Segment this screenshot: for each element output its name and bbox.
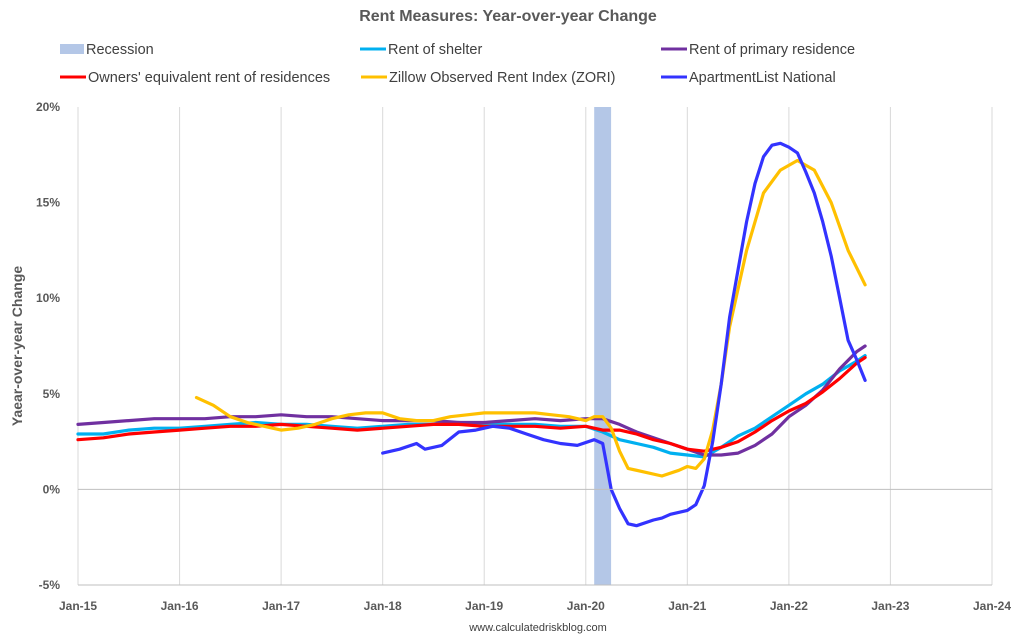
series-line-owners-equivalent-rent-of-residences — [76, 355, 867, 453]
y-tick-label-0-pct: 0% — [43, 482, 61, 496]
x-tick-label-jan-15: Jan-15 — [59, 599, 97, 613]
x-tick-label-jan-17: Jan-17 — [262, 599, 300, 613]
series-layer — [76, 141, 867, 528]
source-footer: www.calculatedriskblog.com — [468, 622, 607, 634]
recession-band — [594, 107, 612, 585]
y-axis-label: Yaear-over-year Change — [9, 266, 25, 427]
legend-label-zillow-zori: Zillow Observed Rent Index (ZORI) — [389, 70, 615, 86]
y-tick-label-15-pct: 15% — [36, 196, 60, 210]
legend-label-owners-equivalent-rent: Owners' equivalent rent of residences — [88, 70, 330, 86]
chart-title: Rent Measures: Year-over-year Change — [359, 8, 657, 25]
x-tick-label-jan-21: Jan-21 — [668, 599, 706, 613]
x-tick-label-jan-20: Jan-20 — [567, 599, 605, 613]
y-tick-label-10-pct: 10% — [36, 291, 60, 305]
x-tick-label-jan-16: Jan-16 — [161, 599, 199, 613]
series-line-apartmentlist-national — [381, 141, 867, 528]
series-line-zillow-observed-rent-index-zori — [194, 158, 867, 478]
legend: Recession Rent of shelter Rent of primar… — [60, 42, 855, 86]
legend-label-apartmentlist-national: ApartmentList National — [689, 70, 836, 86]
y-tick-label-20-pct: 20% — [36, 100, 60, 114]
x-tick-label-jan-18: Jan-18 — [364, 599, 402, 613]
series-line-rent-of-shelter — [76, 354, 867, 459]
y-tick-label-5-pct: 5% — [43, 387, 61, 401]
legend-label-rent-of-shelter: Rent of shelter — [388, 42, 482, 58]
recession-layer — [594, 107, 612, 585]
x-tick-label-jan-23: Jan-23 — [871, 599, 909, 613]
grid-layer — [77, 107, 993, 585]
legend-swatch-recession — [60, 44, 84, 54]
x-tick-label-jan-19: Jan-19 — [465, 599, 503, 613]
y-tick-label-5-pct: -5% — [39, 578, 61, 592]
axis-layer: -5% 0% 5% 10% 15% 20% Jan-15 Jan-16 Jan-17 Jan-18… — [36, 100, 1011, 613]
x-tick-label-jan-24: Jan-24 — [973, 599, 1011, 613]
legend-label-rent-of-primary-residence: Rent of primary residence — [689, 42, 855, 58]
legend-label-recession: Recession — [86, 42, 154, 58]
x-tick-label-jan-22: Jan-22 — [770, 599, 808, 613]
